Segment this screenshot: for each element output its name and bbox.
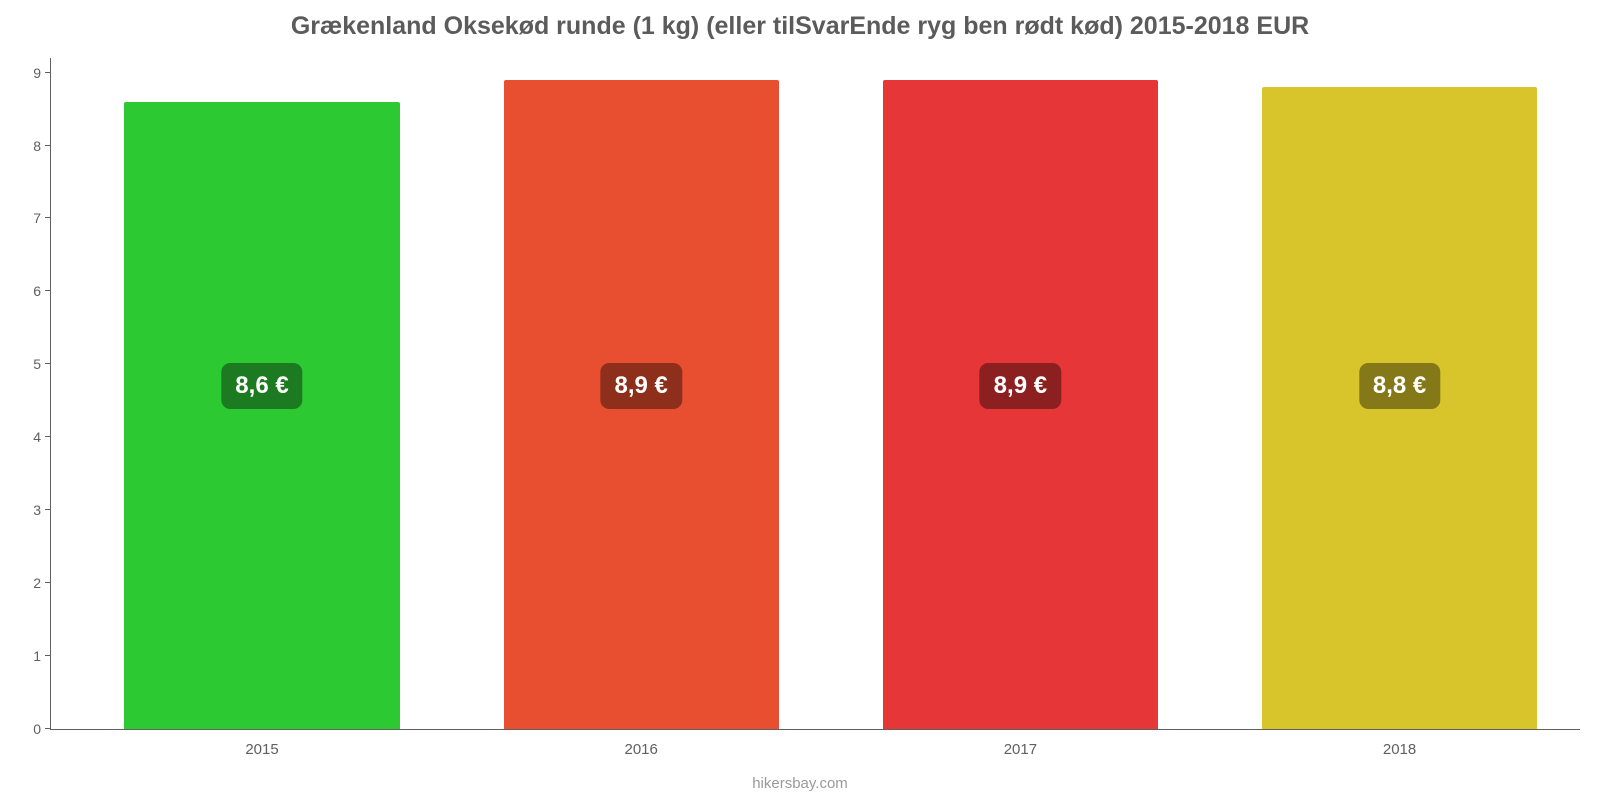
value-badge: 8,8 € xyxy=(1359,363,1440,409)
ytick-label: 0 xyxy=(33,721,51,737)
xtick-label: 2018 xyxy=(1383,729,1416,758)
ytick-label: 4 xyxy=(33,429,51,445)
ytick-label: 3 xyxy=(33,502,51,518)
ytick-label: 8 xyxy=(33,138,51,154)
plot-area: 01234567898,6 €20158,9 €20168,9 €20178,8… xyxy=(50,58,1580,730)
ytick-label: 6 xyxy=(33,283,51,299)
bar xyxy=(124,102,399,729)
value-badge: 8,9 € xyxy=(980,363,1061,409)
ytick-label: 1 xyxy=(33,648,51,664)
bar-chart: Grækenland Oksekød runde (1 kg) (eller t… xyxy=(0,0,1600,800)
chart-footer: hikersbay.com xyxy=(0,775,1600,792)
value-badge: 8,9 € xyxy=(600,363,681,409)
xtick-label: 2016 xyxy=(625,729,658,758)
xtick-label: 2017 xyxy=(1004,729,1037,758)
xtick-label: 2015 xyxy=(245,729,278,758)
ytick-label: 9 xyxy=(33,65,51,81)
chart-title: Grækenland Oksekød runde (1 kg) (eller t… xyxy=(0,0,1600,41)
ytick-label: 7 xyxy=(33,210,51,226)
value-badge: 8,6 € xyxy=(221,363,302,409)
ytick-label: 2 xyxy=(33,575,51,591)
ytick-label: 5 xyxy=(33,356,51,372)
